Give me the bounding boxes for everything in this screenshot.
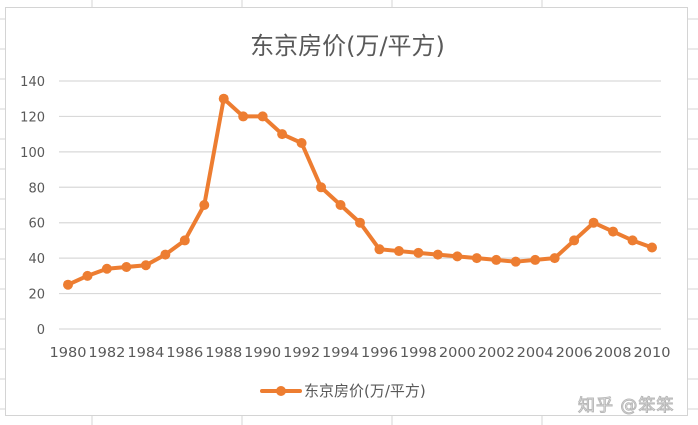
- x-tick-label: 2004: [517, 346, 554, 361]
- y-tick-label: 120: [20, 110, 45, 125]
- y-tick-label: 20: [28, 288, 45, 303]
- watermark: 知乎 @笨笨: [577, 396, 675, 417]
- data-point-marker[interactable]: [257, 111, 268, 122]
- x-tick-label: 2002: [478, 346, 515, 361]
- data-point-marker[interactable]: [471, 253, 482, 264]
- data-point-marker[interactable]: [121, 262, 132, 272]
- data-point-marker[interactable]: [296, 138, 307, 148]
- data-point-marker[interactable]: [335, 200, 346, 210]
- data-point-marker[interactable]: [374, 244, 385, 255]
- series-line[interactable]: [66, 96, 654, 287]
- data-point-marker[interactable]: [588, 217, 599, 228]
- data-point-marker[interactable]: [647, 242, 657, 253]
- x-tick-label: 1984: [127, 346, 164, 361]
- legend-line-marker-icon: [260, 385, 302, 396]
- data-point-marker[interactable]: [393, 246, 404, 257]
- data-point-marker[interactable]: [491, 254, 502, 265]
- data-point-marker[interactable]: [452, 251, 463, 262]
- x-tick-label: 1986: [166, 346, 203, 361]
- data-point-marker[interactable]: [63, 279, 73, 290]
- data-point-marker[interactable]: [179, 235, 190, 246]
- chart-title: 东京房价(万/平方): [250, 32, 445, 60]
- data-point-marker[interactable]: [140, 260, 151, 271]
- x-tick-label: 1990: [244, 346, 281, 361]
- y-tick-label: 0: [37, 323, 45, 338]
- y-tick-label: 100: [20, 146, 45, 161]
- chart-container[interactable]: 东京房价(万/平方) 0 20 40 60 80 100 120 140 1980 1982 198…: [5, 7, 688, 417]
- x-tick-label: 1998: [400, 346, 437, 361]
- y-tick-label: 60: [28, 217, 45, 232]
- y-tick-label: 40: [28, 252, 45, 267]
- x-tick-label: 1994: [322, 346, 359, 361]
- x-tick-label: 2008: [595, 346, 632, 361]
- data-point-marker[interactable]: [413, 247, 424, 258]
- data-point-marker[interactable]: [608, 226, 619, 237]
- data-point-marker[interactable]: [218, 93, 229, 104]
- legend[interactable]: 东京房价(万/平方): [260, 380, 426, 401]
- legend-label: 东京房价(万/平方): [304, 382, 426, 400]
- data-point-marker[interactable]: [160, 249, 171, 260]
- x-tick-label: 1996: [361, 346, 398, 361]
- data-point-marker[interactable]: [101, 263, 112, 274]
- data-point-marker[interactable]: [569, 235, 580, 246]
- data-point-marker[interactable]: [277, 129, 288, 140]
- x-tick-label: 2006: [556, 346, 593, 361]
- x-tick-label: 2010: [634, 346, 671, 361]
- x-tick-label: 1988: [205, 346, 242, 361]
- data-point-marker[interactable]: [316, 182, 327, 193]
- data-point-marker[interactable]: [238, 111, 249, 122]
- x-tick-label: 1980: [50, 346, 87, 361]
- data-point-marker[interactable]: [432, 249, 443, 260]
- data-point-marker[interactable]: [199, 200, 210, 210]
- x-tick-label: 1992: [283, 346, 320, 361]
- x-tick-label: 1982: [88, 346, 125, 361]
- data-point-marker[interactable]: [82, 270, 93, 281]
- data-point-marker[interactable]: [510, 256, 521, 267]
- data-point-marker[interactable]: [530, 254, 541, 265]
- data-point-marker[interactable]: [627, 235, 638, 246]
- x-tick-label: 2000: [439, 346, 476, 361]
- y-tick-label: 140: [20, 75, 45, 90]
- y-tick-label: 80: [28, 181, 45, 196]
- data-point-marker[interactable]: [355, 217, 365, 228]
- data-point-marker[interactable]: [549, 253, 560, 264]
